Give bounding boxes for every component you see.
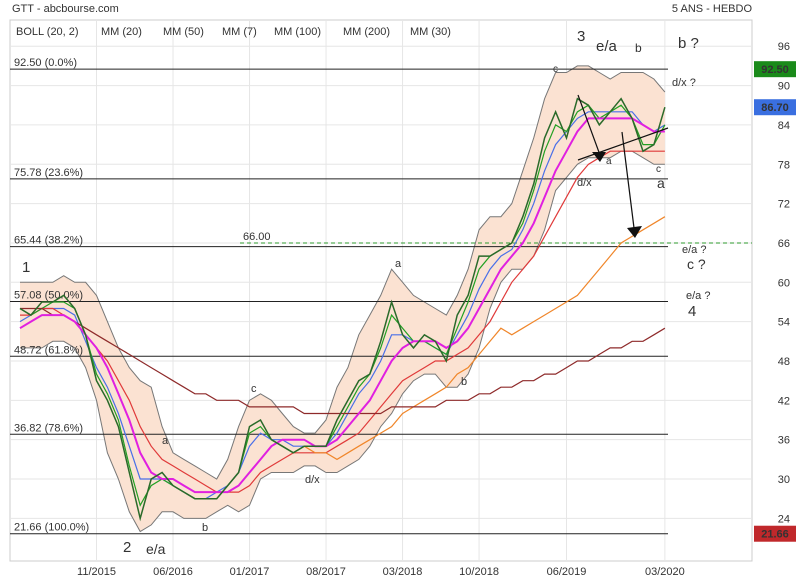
- y-tick-label: 84: [778, 120, 790, 132]
- x-tick-label: 10/2018: [459, 566, 499, 578]
- fib-label: 75.78 (23.6%): [14, 167, 83, 179]
- ma-line: [303, 216, 666, 461]
- price-flag: [754, 61, 796, 78]
- legend-label: MM (200): [343, 26, 390, 38]
- wave-label: b: [635, 41, 642, 55]
- wave-label: c: [251, 383, 257, 395]
- band-upper: [20, 65, 666, 480]
- y-tick-label: 24: [778, 513, 790, 525]
- ma-line: [19, 104, 666, 507]
- wave-label: 1: [22, 259, 30, 276]
- wave-label: e/a: [146, 541, 166, 557]
- wave-label: d/x: [305, 474, 320, 486]
- y-tick-label: 90: [778, 81, 790, 93]
- legend-label: BOLL (20, 2): [16, 26, 79, 38]
- y-tick-label: 54: [778, 317, 790, 329]
- fib-label: 48.72 (61.8%): [14, 344, 83, 356]
- legend-label: MM (100): [274, 26, 321, 38]
- wave-label: b ?: [678, 35, 699, 52]
- fib-label: 57.08 (50.0%): [14, 289, 83, 301]
- legend-label: MM (30): [410, 26, 451, 38]
- fib-label: 65.44 (38.2%): [14, 235, 83, 247]
- wave-label: c ?: [687, 256, 706, 272]
- arrow: [621, 131, 635, 229]
- x-tick-label: 03/2020: [645, 566, 685, 578]
- target-label: 66.00: [243, 231, 271, 243]
- arrowhead: [592, 152, 606, 162]
- y-tick-label: 78: [778, 159, 790, 171]
- y-tick-label: 48: [778, 356, 790, 368]
- arrow: [577, 94, 601, 156]
- wave-label: e/a: [596, 38, 618, 55]
- fib-label: 92.50 (0.0%): [14, 57, 77, 69]
- ma-line: [20, 307, 666, 415]
- wave-label: d/x: [577, 177, 592, 189]
- legend-label: MM (7): [222, 26, 257, 38]
- chart-title: GTT - abcbourse.com: [12, 3, 119, 15]
- x-tick-label: 01/2017: [230, 566, 270, 578]
- price-flag-label: 86.70: [761, 102, 789, 114]
- wave-label: a: [395, 258, 402, 270]
- ma-line: [20, 150, 665, 493]
- price-line: [19, 97, 666, 522]
- price-flag: [754, 99, 796, 116]
- wave-label: 3: [577, 28, 585, 45]
- wave-label: e/a ?: [686, 290, 710, 302]
- x-tick-label: 06/2016: [153, 566, 193, 578]
- y-tick-label: 60: [778, 277, 790, 289]
- plot-frame: [9, 19, 753, 562]
- wave-label: b: [461, 376, 467, 388]
- legend: BOLL (20, 2) MM (20) MM (50) MM (7) MM (100)…: [16, 26, 451, 38]
- y-tick-label: 42: [778, 395, 790, 407]
- y-tick-label: 30: [778, 474, 790, 486]
- y-tick-label: 72: [778, 199, 790, 211]
- x-tick-label: 03/2018: [383, 566, 423, 578]
- x-tick-label: 06/2019: [547, 566, 587, 578]
- price-flag-label: 21.66: [761, 529, 789, 541]
- marks: 92.50 (0.0%) 75.78 (23.6%) 65.44 (38.2%) 57…: [10, 57, 796, 542]
- wave-label: 4: [688, 303, 696, 320]
- wave-label: c: [553, 64, 558, 75]
- y-tick-label: 66: [778, 238, 790, 250]
- price-flag-label: 92.50: [761, 64, 789, 76]
- price-flag: [754, 525, 796, 542]
- drawings: [577, 94, 669, 238]
- ma-line: [19, 111, 666, 500]
- wave-label: e/a ?: [682, 244, 706, 256]
- y-tick-label: 96: [778, 41, 790, 53]
- x-tick-label: 08/2017: [306, 566, 346, 578]
- chart-subtitle: 5 ANS - HEBDO: [672, 3, 753, 15]
- wave-label: b: [202, 522, 208, 534]
- legend-label: MM (20): [101, 26, 142, 38]
- legend-label: MM (50): [163, 26, 204, 38]
- wave-label: a: [606, 156, 612, 167]
- ma-line: [19, 117, 665, 494]
- wave-label: d/x ?: [672, 77, 696, 89]
- band-fill: [20, 65, 665, 532]
- y-tick-label: 36: [778, 435, 790, 447]
- band-lower: [20, 150, 665, 533]
- fib-label: 36.82 (78.6%): [14, 422, 83, 434]
- wave-label: a: [162, 435, 169, 447]
- wave-label: 2: [123, 539, 131, 556]
- wave-label: a: [657, 175, 665, 191]
- fib-label: 21.66 (100.0%): [14, 522, 89, 534]
- arrowhead: [627, 226, 642, 238]
- wave-label: c: [656, 164, 661, 175]
- x-tick-label: 11/2015: [77, 566, 116, 578]
